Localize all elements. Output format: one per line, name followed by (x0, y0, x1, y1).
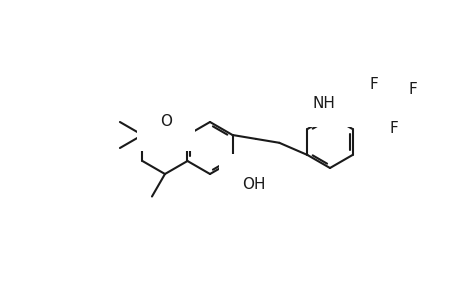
Text: F: F (388, 121, 397, 136)
Text: F: F (368, 76, 377, 92)
Text: NH: NH (312, 97, 335, 112)
Text: O: O (160, 113, 172, 128)
Text: O: O (369, 70, 381, 85)
Text: O: O (159, 115, 171, 130)
Text: F: F (407, 82, 416, 97)
Text: OH: OH (241, 177, 265, 192)
